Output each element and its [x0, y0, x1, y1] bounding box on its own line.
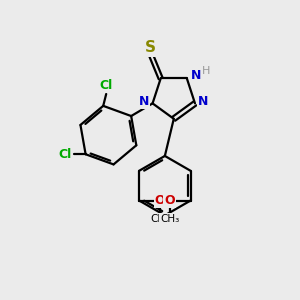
Text: Cl: Cl: [58, 148, 71, 161]
Text: Cl: Cl: [100, 79, 113, 92]
Text: H: H: [202, 66, 210, 76]
Text: N: N: [198, 95, 208, 108]
Text: N: N: [190, 69, 201, 82]
Text: O: O: [164, 194, 175, 207]
Text: N: N: [139, 95, 149, 108]
Text: CH₃: CH₃: [150, 214, 170, 224]
Text: CH₃: CH₃: [160, 214, 179, 224]
Text: S: S: [145, 40, 156, 56]
Text: O: O: [154, 194, 165, 207]
